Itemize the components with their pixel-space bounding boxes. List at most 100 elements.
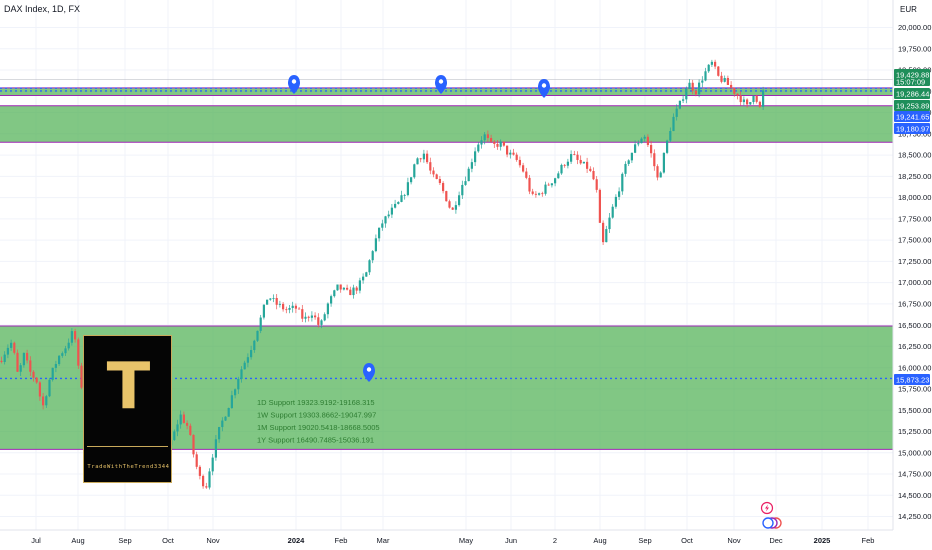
candle-body <box>573 154 576 155</box>
candle-body <box>493 141 496 144</box>
y-tick-label: 15,000.00 <box>898 448 931 457</box>
candle-body <box>438 179 441 183</box>
event-markers[interactable] <box>288 75 550 382</box>
candle-body <box>349 289 352 296</box>
event-pin-icon[interactable] <box>363 363 375 382</box>
candle-body <box>304 316 307 319</box>
x-tick-label: Aug <box>71 536 84 545</box>
candle-body <box>182 414 185 423</box>
candle-body <box>461 184 464 196</box>
y-tick-label: 14,500.00 <box>898 491 931 500</box>
candle-body <box>627 160 630 164</box>
price-tag-value: 19,429.88 <box>896 70 929 79</box>
corner-icons[interactable] <box>760 501 782 529</box>
candle-body <box>32 371 35 378</box>
price-tag-value: 19,286.44 <box>896 89 929 98</box>
candle-body <box>749 102 752 105</box>
currency-label[interactable]: EUR <box>900 5 917 14</box>
price-tag: 19,241.65 <box>894 111 930 122</box>
candle-body <box>272 297 275 299</box>
candle-body <box>509 152 512 155</box>
candle-body <box>742 99 745 103</box>
candle-body <box>570 154 573 162</box>
y-tick-label: 17,000.00 <box>898 278 931 287</box>
lightning-icon[interactable] <box>760 501 774 515</box>
candle-body <box>288 307 291 310</box>
candle-body <box>685 89 688 100</box>
candle-body <box>762 90 765 107</box>
candle-body <box>432 170 435 175</box>
candle-body <box>70 331 73 343</box>
avatar-stack-icon[interactable] <box>762 517 774 529</box>
candle-body <box>192 434 195 455</box>
support-note: 1M Support 19020.5418-18668.5005 <box>257 423 380 432</box>
candle-body <box>637 143 640 145</box>
candle-body <box>250 350 253 358</box>
x-tick-label: Sep <box>638 536 651 545</box>
candle-body <box>550 183 553 186</box>
candle-body <box>602 222 605 243</box>
candle-body <box>470 162 473 169</box>
support-notes: 1D Support 19323.9192-19168.315 1W Suppor… <box>257 398 380 445</box>
candle-body <box>51 367 54 380</box>
price-tag-bg <box>894 123 930 134</box>
candle-body <box>301 309 304 319</box>
candle-body <box>256 330 259 341</box>
pin-dot <box>366 367 372 372</box>
candle-body <box>38 382 41 397</box>
candle-body <box>403 195 406 196</box>
candle-body <box>237 378 240 390</box>
candle-body <box>717 66 720 76</box>
candle-body <box>579 159 582 164</box>
candle-body <box>202 475 205 487</box>
support-zone <box>0 87 893 96</box>
candle-body <box>490 138 493 142</box>
candle-body <box>531 191 534 194</box>
candle-body <box>675 108 678 117</box>
candle-body <box>653 153 656 167</box>
candle-body <box>630 152 633 161</box>
lightning-bolt <box>765 504 769 512</box>
y-tick-label: 14,750.00 <box>898 470 931 479</box>
event-pin-icon[interactable] <box>538 79 550 98</box>
candle-body <box>525 171 528 178</box>
x-tick-label: Oct <box>162 536 175 545</box>
price-tag-bg <box>894 100 930 111</box>
candle-body <box>592 171 595 180</box>
logo-handle: TradeWithTheTrend3344 <box>87 464 170 470</box>
price-tag-bg <box>894 111 930 122</box>
y-tick-label: 16,250.00 <box>898 342 931 351</box>
y-tick-label: 18,500.00 <box>898 151 931 160</box>
candle-body <box>3 354 6 362</box>
y-tick-label: 19,750.00 <box>898 44 931 53</box>
candle-body <box>669 131 672 141</box>
candle-body <box>557 173 560 179</box>
x-tick-label: Feb <box>335 536 348 545</box>
candle-body <box>746 99 749 105</box>
candle-body <box>406 182 409 196</box>
candle-body <box>726 78 729 85</box>
price-tag-countdown: 15:07:09 <box>896 78 925 87</box>
candle-body <box>512 152 515 155</box>
candle-body <box>58 355 61 365</box>
candle-body <box>294 305 297 309</box>
candle-body <box>336 284 339 291</box>
candle-body <box>483 134 486 141</box>
candle-body <box>454 205 457 210</box>
candle-body <box>413 164 416 178</box>
event-pin-icon[interactable] <box>435 75 447 94</box>
candle-body <box>467 168 470 182</box>
candle-body <box>218 427 221 440</box>
candle-body <box>35 377 38 383</box>
event-pin-icon[interactable] <box>288 75 300 94</box>
price-tag: 19,286.44 <box>894 88 930 99</box>
candle-body <box>64 348 67 354</box>
candle-body <box>45 396 48 406</box>
time-axis[interactable]: Jul Aug Sep Oct Nov 2024 Feb Mar May Jun 2 Aug Sep Oc… <box>0 529 893 545</box>
y-tick-label: 18,250.00 <box>898 172 931 181</box>
candle-body <box>16 352 19 372</box>
candle-body <box>589 168 592 172</box>
candle-body <box>371 251 374 261</box>
candle-body <box>291 305 294 308</box>
